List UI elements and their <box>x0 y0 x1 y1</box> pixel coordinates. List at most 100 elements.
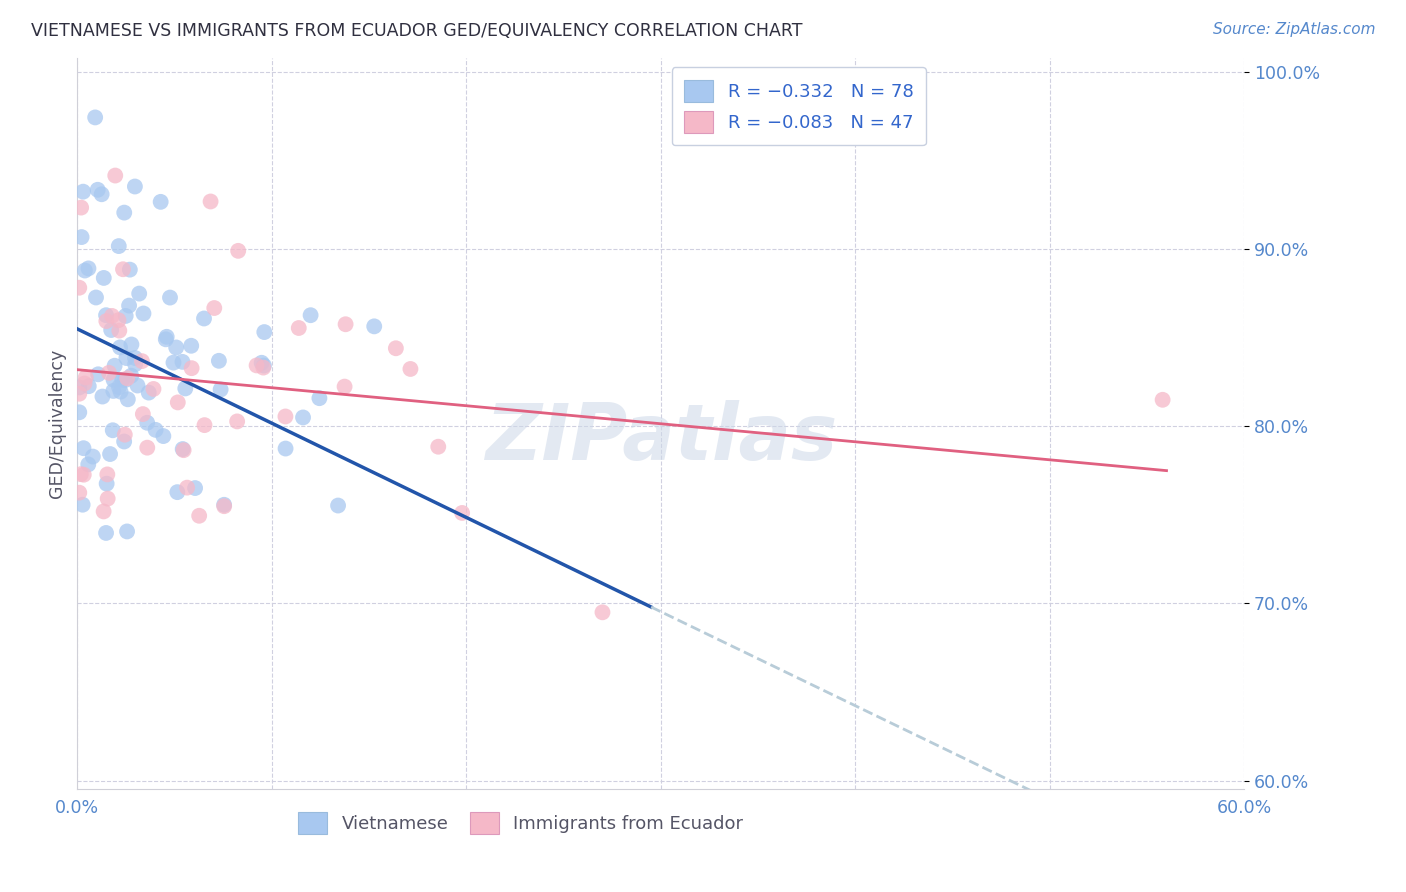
Point <box>96 467 118 482</box>
Point <box>132 306 155 320</box>
Point <box>212 499 235 513</box>
Point <box>114 373 136 387</box>
Point <box>86 183 108 197</box>
Point <box>111 262 134 277</box>
Point <box>98 447 121 461</box>
Point <box>226 414 249 428</box>
Point <box>180 361 202 376</box>
Point <box>202 301 225 315</box>
Point <box>385 341 408 355</box>
Point <box>70 230 93 244</box>
Point <box>138 385 160 400</box>
Point <box>136 441 159 455</box>
Point <box>592 605 614 619</box>
Point <box>94 525 117 540</box>
Text: ZIPatlas: ZIPatlas <box>485 401 837 476</box>
Point <box>112 434 135 449</box>
Point <box>145 423 167 437</box>
Point <box>96 476 118 491</box>
Point <box>93 504 115 518</box>
Point <box>274 442 297 456</box>
Point <box>108 380 131 394</box>
Point <box>115 371 138 385</box>
Point <box>84 291 107 305</box>
Point <box>226 244 249 258</box>
Point <box>156 330 179 344</box>
Point <box>165 341 187 355</box>
Point <box>73 263 96 277</box>
Point <box>131 354 153 368</box>
Point <box>104 359 127 373</box>
Point <box>72 498 94 512</box>
Point <box>101 423 124 437</box>
Point <box>73 376 96 391</box>
Point <box>174 381 197 395</box>
Point <box>274 409 297 424</box>
Point <box>115 351 138 365</box>
Point <box>209 383 232 397</box>
Point <box>292 410 315 425</box>
Point <box>287 321 309 335</box>
Point <box>124 179 146 194</box>
Point <box>308 391 330 405</box>
Point <box>73 467 96 482</box>
Point <box>253 325 276 339</box>
Point <box>136 416 159 430</box>
Point <box>67 485 90 500</box>
Point <box>97 491 120 506</box>
Point <box>112 205 135 219</box>
Point <box>67 386 90 401</box>
Point <box>159 291 181 305</box>
Point <box>335 318 357 332</box>
Point <box>103 373 125 387</box>
Point <box>93 271 115 285</box>
Point <box>166 395 188 409</box>
Point <box>120 368 142 383</box>
Point <box>87 368 110 382</box>
Point <box>427 440 450 454</box>
Point <box>188 508 211 523</box>
Point <box>166 485 188 500</box>
Text: VIETNAMESE VS IMMIGRANTS FROM ECUADOR GED/EQUIVALENCY CORRELATION CHART: VIETNAMESE VS IMMIGRANTS FROM ECUADOR GE… <box>31 22 803 40</box>
Point <box>70 201 93 215</box>
Point <box>100 323 122 337</box>
Point <box>75 370 97 384</box>
Point <box>326 499 349 513</box>
Point <box>114 427 136 442</box>
Point <box>124 351 146 365</box>
Point <box>90 187 112 202</box>
Point <box>333 379 356 393</box>
Point <box>253 359 276 373</box>
Point <box>108 324 131 338</box>
Point <box>1152 392 1174 407</box>
Legend: Vietnamese, Immigrants from Ecuador: Vietnamese, Immigrants from Ecuador <box>285 799 756 847</box>
Point <box>212 498 235 512</box>
Point <box>118 262 141 277</box>
Point <box>176 481 198 495</box>
Point <box>67 405 90 419</box>
Point <box>132 407 155 421</box>
Y-axis label: GED/Equivalency: GED/Equivalency <box>48 349 66 499</box>
Point <box>98 366 121 380</box>
Point <box>108 340 131 354</box>
Point <box>299 308 322 322</box>
Point <box>172 355 194 369</box>
Point <box>110 384 132 399</box>
Point <box>107 313 129 327</box>
Point <box>69 467 91 482</box>
Point <box>193 311 215 326</box>
Point <box>149 194 172 209</box>
Point <box>84 111 107 125</box>
Point <box>111 373 134 387</box>
Point <box>399 362 422 376</box>
Point <box>103 384 125 398</box>
Point <box>246 359 269 373</box>
Point <box>96 314 118 328</box>
Point <box>120 337 142 351</box>
Point <box>72 441 94 455</box>
Point <box>208 353 231 368</box>
Point <box>115 524 138 539</box>
Point <box>193 418 215 433</box>
Point <box>118 299 141 313</box>
Point <box>94 308 117 322</box>
